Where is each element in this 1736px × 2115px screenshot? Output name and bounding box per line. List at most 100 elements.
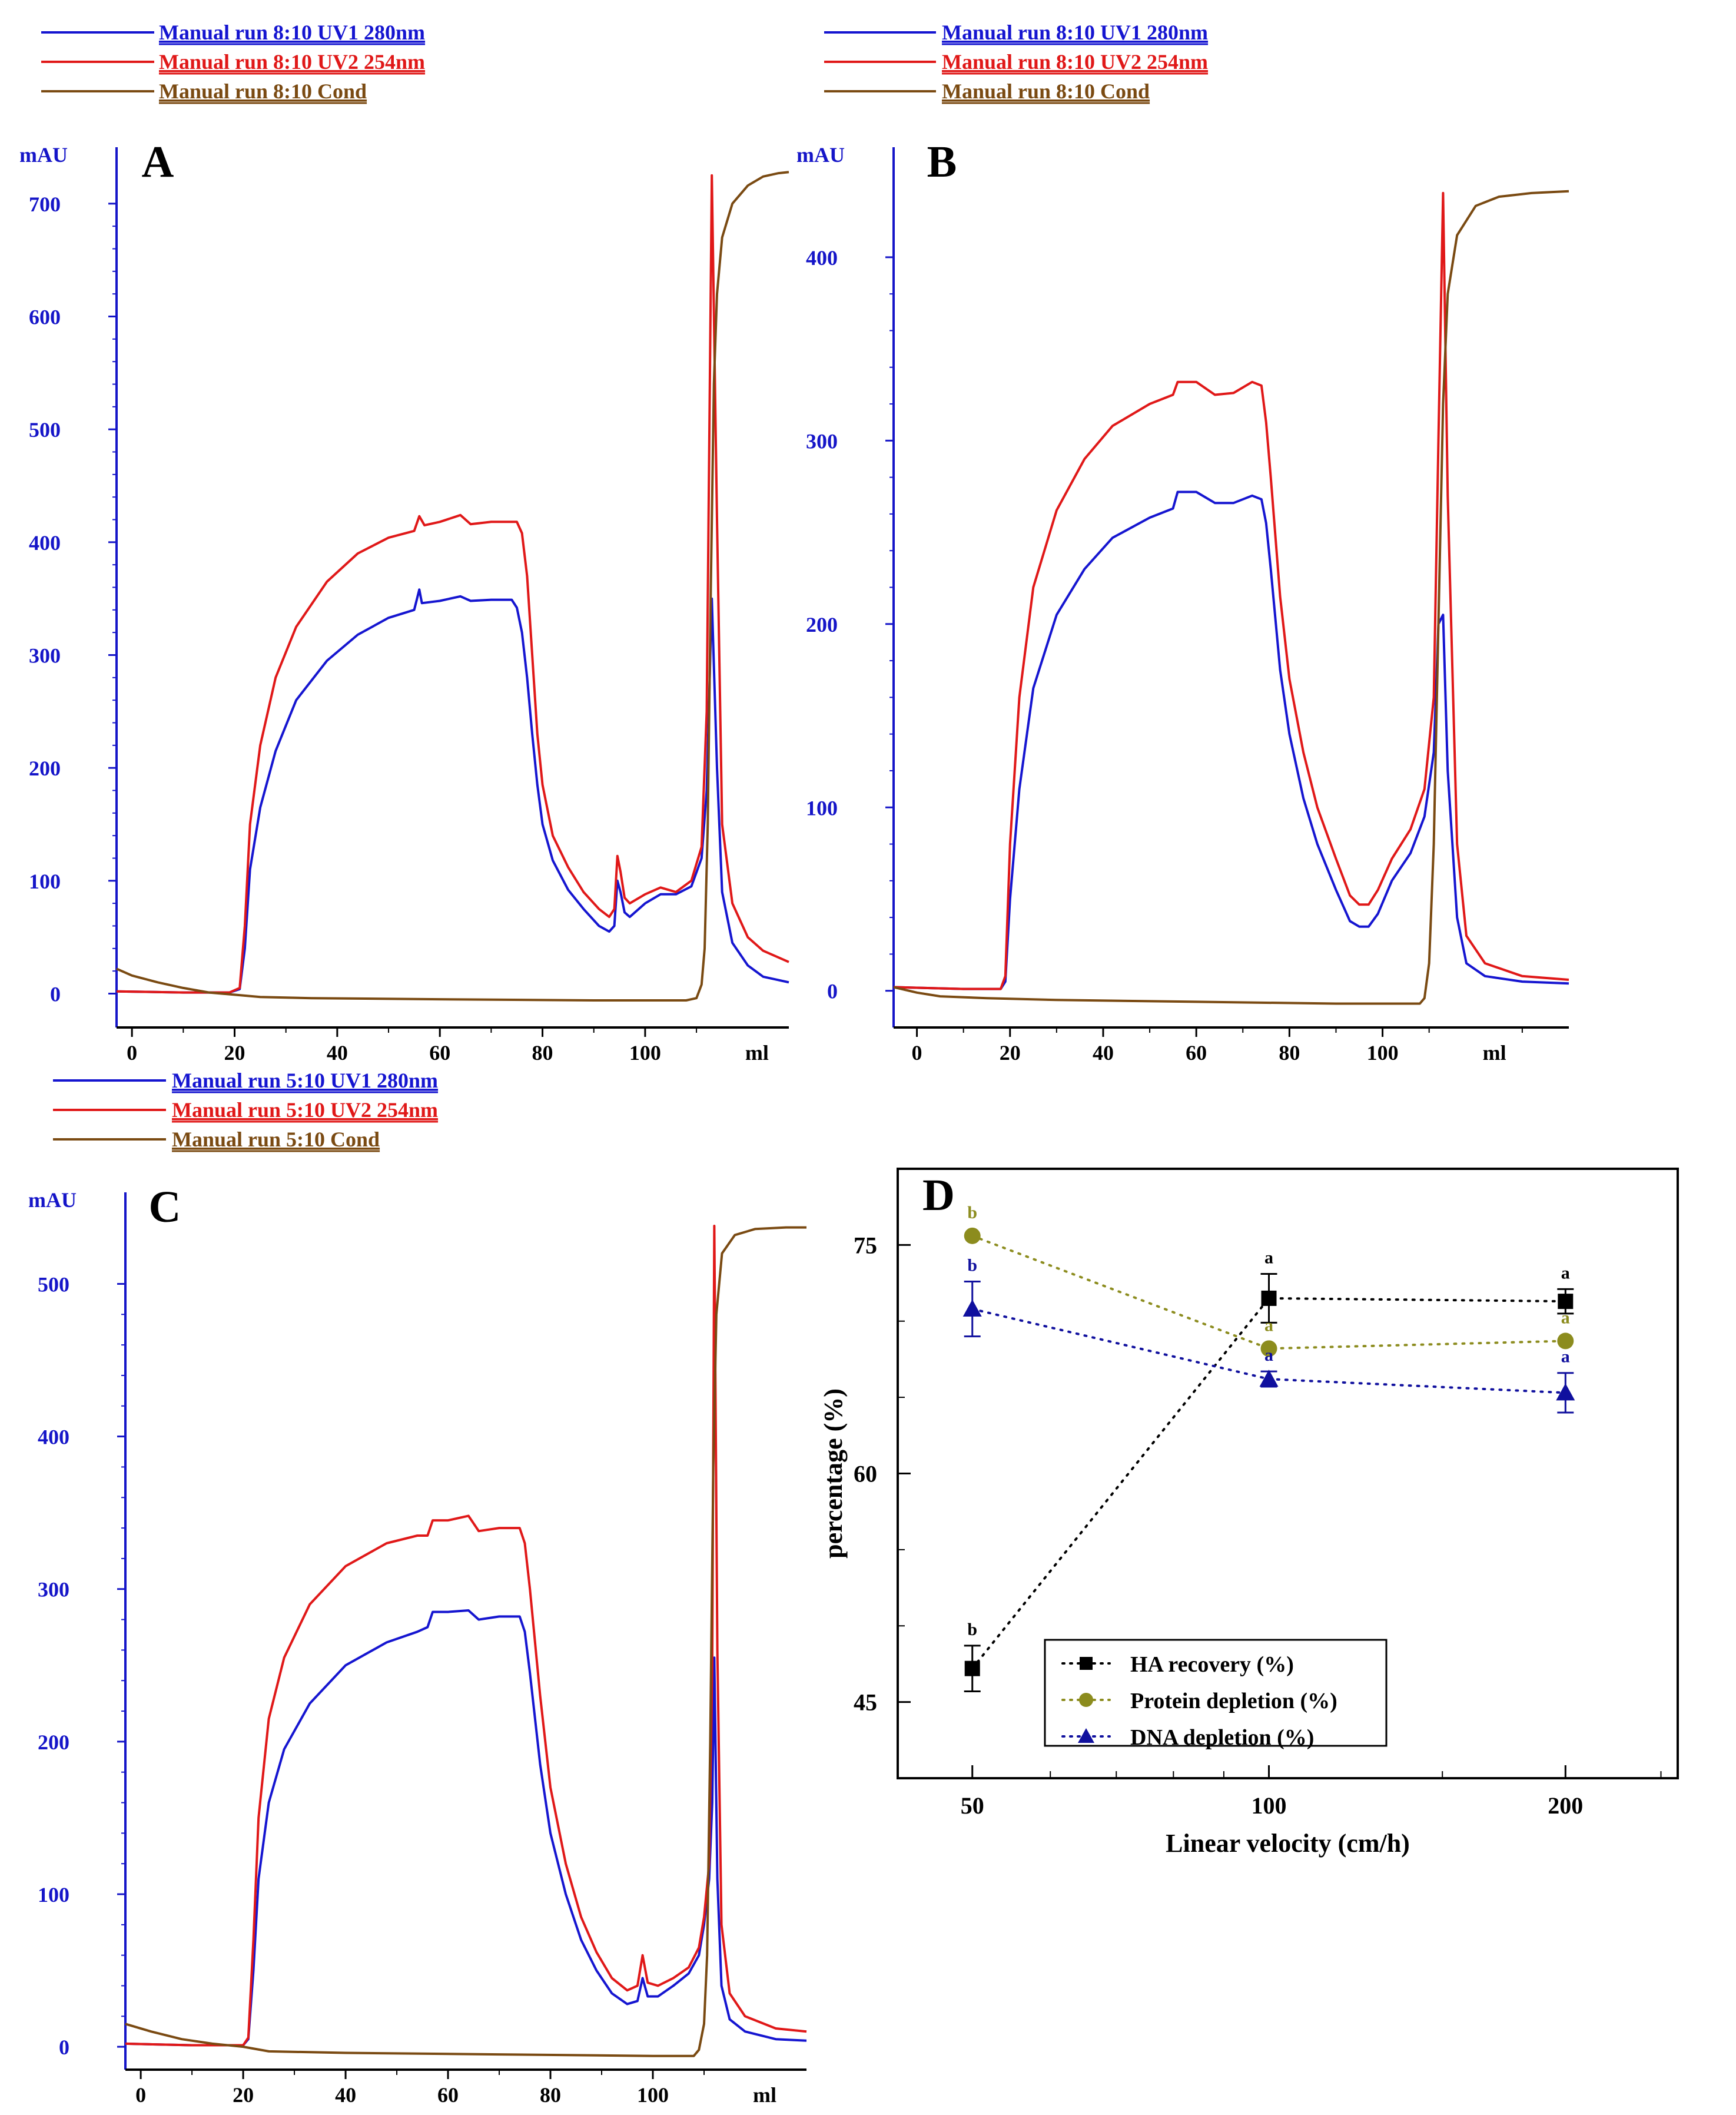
y-tick-label: 300 — [38, 1578, 69, 1602]
legend-label: Protein depletion (%) — [1130, 1689, 1337, 1713]
marker-square — [1558, 1294, 1574, 1310]
trace-uv1 — [125, 1609, 807, 2047]
y-axis-label: mAU — [28, 1188, 77, 1212]
x-tick-label: 0 — [912, 1041, 922, 1065]
legend-label-cond: Manual run 8:10 Cond — [942, 79, 1150, 103]
legend-label-uv1: Manual run 8:10 UV1 280nm — [159, 21, 425, 44]
x-axis-label: Linear velocity (cm/h) — [1166, 1829, 1410, 1858]
marker-square — [964, 1660, 980, 1676]
y-tick-label: 500 — [38, 1272, 69, 1296]
y-tick-label: 400 — [806, 246, 838, 270]
y-tick-label: 200 — [38, 1731, 69, 1754]
legend-label-uv2: Manual run 5:10 UV2 254nm — [172, 1098, 438, 1122]
x-tick-label: 100 — [1367, 1041, 1399, 1065]
trace-uv1 — [893, 490, 1569, 990]
y-axis-label: mAU — [19, 143, 68, 167]
x-tick-label: 80 — [540, 2083, 561, 2107]
y-tick-label: 200 — [29, 757, 61, 780]
legend-label-uv1: Manual run 8:10 UV1 280nm — [942, 21, 1208, 44]
x-tick-label: 40 — [1093, 1041, 1114, 1065]
y-tick-label: 75 — [854, 1232, 877, 1258]
legend-label-cond: Manual run 8:10 Cond — [159, 79, 367, 103]
chromatogram-panel-c: Manual run 5:10 UV1 280nm Manual run 5:10… — [28, 1069, 807, 2107]
significance-letter: a — [1561, 1347, 1570, 1367]
y-tick-label: 300 — [29, 644, 61, 668]
x-tick-label: 0 — [135, 2083, 146, 2107]
significance-letter: a — [1264, 1345, 1273, 1365]
x-tick-label: 100 — [629, 1041, 661, 1065]
legend-marker-circle — [1079, 1693, 1093, 1707]
marker-circle — [1557, 1332, 1574, 1350]
y-tick-label: 45 — [854, 1689, 877, 1716]
significance-letter: b — [967, 1203, 977, 1222]
significance-letter: a — [1264, 1315, 1273, 1335]
y-tick-label: 500 — [29, 418, 61, 442]
trace-uv1 — [116, 588, 789, 994]
marker-triangle — [1556, 1383, 1575, 1401]
panel-letter: D — [922, 1171, 955, 1220]
x-tick-label: 0 — [127, 1041, 137, 1065]
x-tick-label: 20 — [1000, 1041, 1021, 1065]
x-tick-label: 50 — [961, 1792, 984, 1819]
x-tick-label: 80 — [532, 1041, 553, 1065]
y-tick-label: 700 — [29, 193, 61, 216]
x-axis-label: ml — [1483, 1041, 1506, 1065]
x-tick-label: 100 — [637, 2083, 669, 2107]
trace-uv2 — [125, 1225, 807, 2047]
y-tick-label: 100 — [38, 1883, 69, 1907]
x-tick-label: 40 — [335, 2083, 356, 2107]
legend-label-uv2: Manual run 8:10 UV2 254nm — [159, 50, 425, 74]
x-tick-label: 60 — [429, 1041, 450, 1065]
velocity-scatter-panel-d: D 45 60 75 50 100 200 Linear velocity (cm/h) per… — [819, 1168, 1679, 1858]
chromatogram-panel-b: Manual run 8:10 UV1 280nm Manual run 8:10… — [796, 21, 1569, 1065]
marker-circle — [1260, 1340, 1277, 1357]
y-tick-label: 100 — [29, 870, 61, 893]
chromatogram-panel-a: Manual run 8:10 UV1 280nm Manual run 8:10… — [19, 21, 789, 1065]
significance-letter: b — [967, 1620, 977, 1639]
x-tick-label: 80 — [1279, 1041, 1300, 1065]
x-tick-label: 20 — [224, 1041, 245, 1065]
x-tick-label: 100 — [1252, 1792, 1287, 1819]
y-tick-label: 60 — [854, 1461, 877, 1487]
x-tick-label: 60 — [1186, 1041, 1207, 1065]
y-tick-label: 0 — [827, 980, 838, 1003]
y-tick-label: 0 — [50, 983, 61, 1006]
y-axis-label: mAU — [796, 143, 845, 167]
legend-label-cond: Manual run 5:10 Cond — [172, 1128, 380, 1151]
marker-triangle — [1259, 1370, 1279, 1387]
y-tick-label: 0 — [59, 2036, 69, 2059]
marker-circle — [964, 1227, 981, 1244]
legend-marker-square — [1080, 1657, 1093, 1670]
x-axis-label: ml — [745, 1041, 769, 1065]
marker-triangle — [962, 1300, 982, 1317]
panel-letter: B — [927, 137, 957, 187]
legend-box — [1044, 1639, 1388, 1747]
x-tick-label: 40 — [327, 1041, 348, 1065]
x-tick-label: 60 — [437, 2083, 459, 2107]
legend-label-uv1: Manual run 5:10 UV1 280nm — [172, 1069, 438, 1092]
panel-letter: C — [149, 1182, 181, 1232]
significance-letter: a — [1561, 1308, 1570, 1327]
x-tick-label: 200 — [1548, 1792, 1583, 1819]
series-line-ha — [971, 1297, 1567, 1670]
panel-letter: A — [142, 137, 174, 187]
trace-uv2 — [893, 191, 1569, 990]
legend-label-uv2: Manual run 8:10 UV2 254nm — [942, 50, 1208, 74]
trace-cond — [125, 1226, 806, 2057]
marker-square — [1261, 1290, 1277, 1306]
x-tick-label: 20 — [233, 2083, 254, 2107]
significance-letter: a — [1561, 1263, 1570, 1282]
significance-letter: a — [1264, 1248, 1273, 1268]
y-tick-label: 400 — [29, 531, 61, 555]
legend-marker-triangle — [1078, 1728, 1094, 1743]
trace-cond — [116, 171, 789, 1002]
y-tick-label: 400 — [38, 1426, 69, 1449]
y-tick-label: 200 — [806, 613, 838, 637]
legend-label: HA recovery (%) — [1130, 1652, 1294, 1677]
x-axis-label: ml — [753, 2083, 776, 2107]
y-tick-label: 300 — [806, 429, 838, 453]
trace-uv2 — [116, 174, 789, 994]
y-tick-label: 100 — [806, 796, 838, 820]
trace-cond — [893, 190, 1569, 1005]
